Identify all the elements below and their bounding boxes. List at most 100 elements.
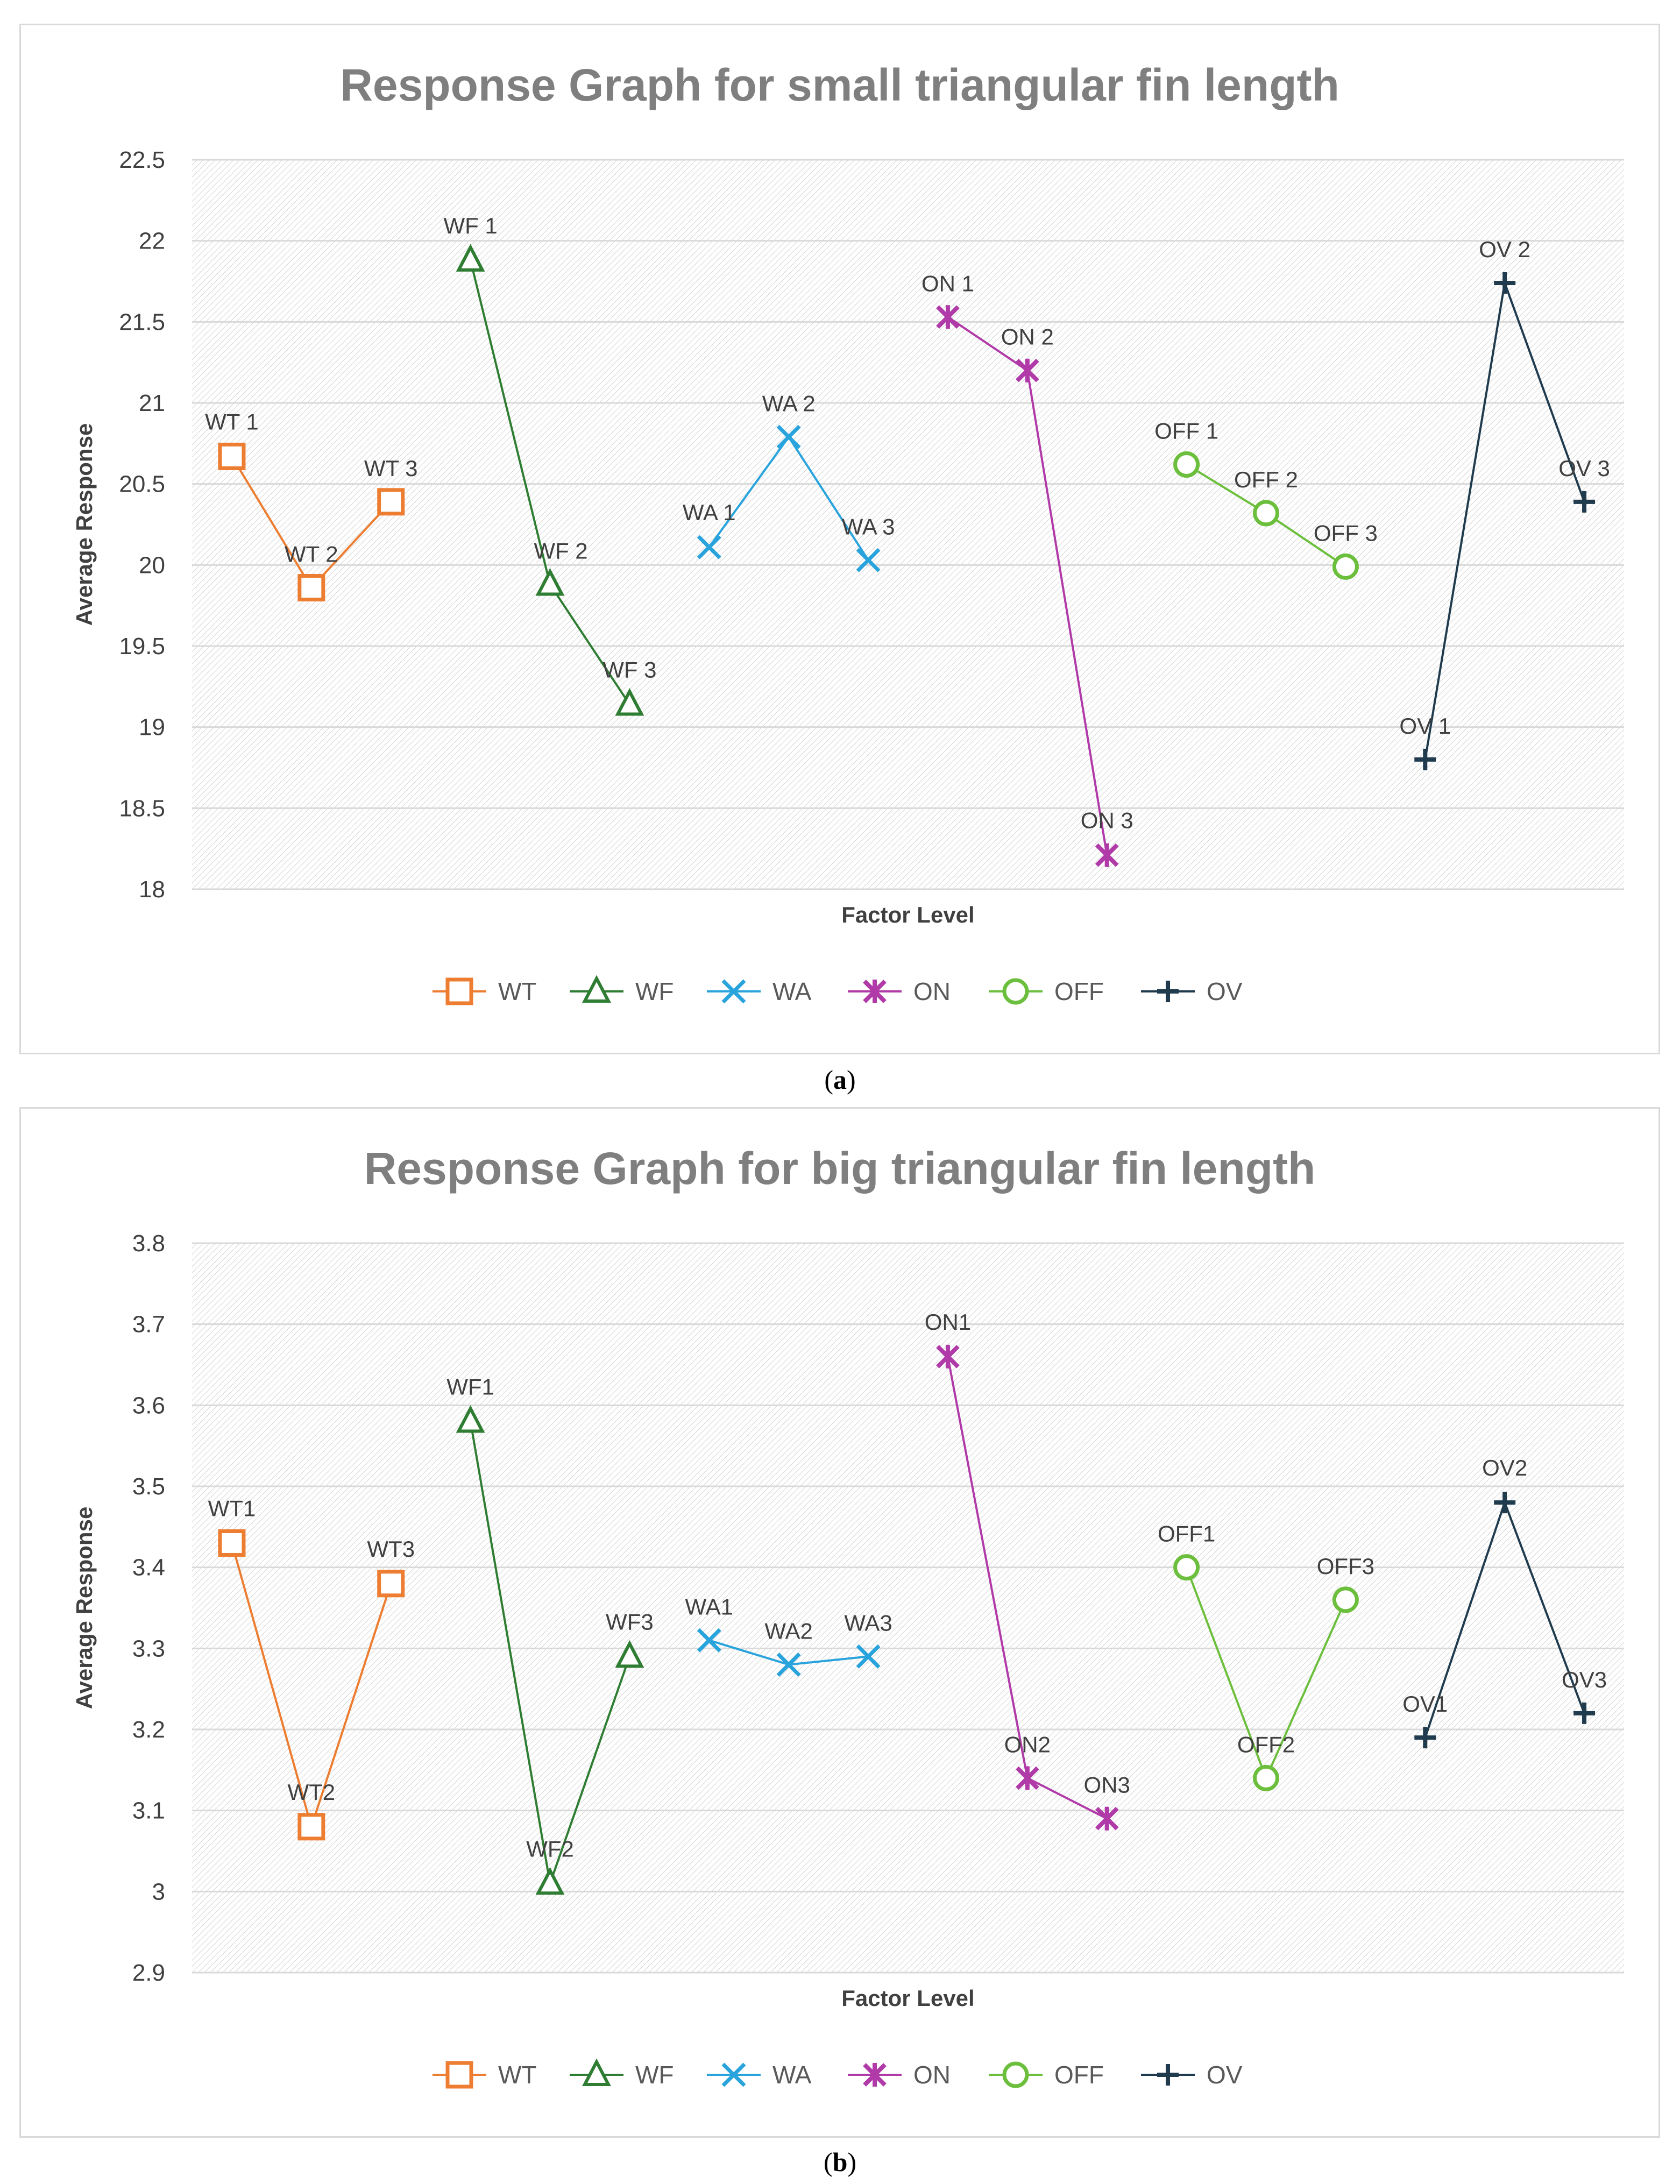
data-label: ON 1 (921, 271, 974, 296)
data-label: WF 2 (534, 538, 587, 563)
data-label: WT3 (367, 1536, 415, 1562)
data-label: OFF2 (1237, 1732, 1295, 1757)
legend-marker (863, 980, 887, 1003)
data-label: ON1 (925, 1309, 971, 1335)
y-axis-title: Average Response (72, 423, 97, 626)
legend-item-ov: OV (1141, 977, 1243, 1005)
data-point-off (1253, 500, 1279, 527)
legend: WT WF WA ON OFF OV (433, 2058, 1243, 2089)
data-point-wa (776, 1652, 801, 1677)
data-point-ov (1414, 1727, 1436, 1749)
y-tick-label: 22.5 (119, 147, 165, 173)
data-point-off (1173, 451, 1200, 478)
data-label: OV3 (1562, 1667, 1607, 1692)
y-axis-title: Average Response (72, 1507, 97, 1710)
data-label: ON2 (1004, 1732, 1051, 1757)
y-tick-label: 2.9 (132, 1960, 165, 1986)
data-point-wa (697, 535, 721, 559)
data-label: WF3 (606, 1609, 654, 1634)
legend-item-on: ON (848, 977, 951, 1005)
data-label: WT1 (208, 1495, 256, 1521)
legend-item-off: OFF (989, 977, 1104, 1005)
data-point-wa (856, 1644, 881, 1669)
data-point-wt (297, 574, 325, 602)
chart-svg-a: Response Graph for small triangular fin … (72, 60, 1624, 1005)
data-label: OV 1 (1399, 713, 1451, 739)
caption-b-letter: b (832, 2147, 848, 2177)
legend-marker (582, 975, 611, 1003)
legend-item-wf: WF (570, 2058, 674, 2089)
data-point-on (936, 1344, 960, 1368)
data-point-wf (535, 568, 565, 596)
data-point-wt (218, 442, 246, 470)
series-wa: WA1 WA2 WA3 (685, 1594, 892, 1677)
data-label: OFF 2 (1234, 467, 1298, 492)
chart-svg-b: Response Graph for big triangular fin le… (72, 1143, 1624, 2089)
caption-a-letter: a (833, 1065, 847, 1095)
legend-marker (721, 2062, 746, 2087)
y-tick-label: 20.5 (119, 471, 165, 498)
series-off: OFF1 OFF2 OFF3 (1158, 1521, 1374, 1791)
data-point-wf (615, 1640, 644, 1668)
y-tick-label: 3.2 (132, 1717, 165, 1743)
chart-panel-a: Response Graph for small triangular fin … (19, 24, 1660, 1054)
caption-a: (a) (824, 1065, 856, 1095)
data-point-off (1332, 1586, 1359, 1613)
data-label: OV2 (1482, 1455, 1527, 1480)
data-label: WA 2 (762, 391, 816, 416)
y-tick-label: 19.5 (119, 633, 165, 660)
data-point-on (1095, 1806, 1119, 1831)
legend-marker (1157, 981, 1179, 1002)
legend-marker (1002, 978, 1029, 1005)
series-on: ON1 ON2 ON3 (925, 1309, 1130, 1831)
legend-marker (582, 2058, 611, 2086)
data-label: WF1 (446, 1374, 494, 1399)
data-point-ov (1573, 491, 1596, 513)
data-point-wf (456, 244, 485, 272)
y-tick-label: 22 (139, 228, 165, 254)
series-wf: WF1 WF2 WF3 (446, 1374, 654, 1895)
y-tick-label: 3 (152, 1878, 165, 1905)
data-label: OV 3 (1558, 456, 1610, 481)
legend-label: OFF (1054, 977, 1104, 1005)
data-point-wt (377, 1570, 405, 1598)
legend-label: WF (635, 2061, 674, 2089)
data-point-wf (456, 1405, 485, 1433)
data-label: WF2 (526, 1836, 574, 1861)
legend-marker (445, 977, 473, 1005)
legend-label: WA (772, 977, 812, 1005)
legend-marker (445, 2061, 473, 2089)
legend-item-wt: WT (433, 2061, 537, 2089)
series-off: OFF 1 OFF 2 OFF 3 (1154, 419, 1378, 580)
legend-item-wf: WF (570, 975, 674, 1005)
legend-label: WT (498, 977, 537, 1005)
data-label: WA2 (764, 1618, 812, 1643)
series-ov: OV1 OV2 OV3 (1402, 1455, 1607, 1749)
y-tick-label: 3.5 (132, 1473, 165, 1500)
data-point-wt (377, 488, 405, 516)
chart-title: Response Graph for big triangular fin le… (364, 1143, 1316, 1194)
legend-label: ON (913, 977, 951, 1005)
data-label: ON 3 (1081, 808, 1133, 833)
data-point-off (1332, 553, 1359, 580)
data-point-on (936, 305, 960, 329)
legend-label: WF (635, 977, 674, 1005)
data-point-wa (697, 1628, 721, 1653)
legend-marker (1002, 2061, 1029, 2088)
data-label: ON 2 (1001, 324, 1054, 350)
data-label: WF 1 (443, 213, 497, 238)
y-tick-label: 21.5 (119, 309, 165, 335)
series-wa: WA 1 WA 2 WA 3 (683, 391, 895, 572)
data-point-on (1016, 358, 1039, 382)
legend-label: ON (913, 2061, 951, 2089)
legend-item-wa: WA (707, 977, 812, 1005)
data-point-wf (615, 688, 644, 716)
data-label: OFF1 (1158, 1521, 1215, 1547)
legend-label: OV (1207, 2061, 1243, 2089)
y-tick-label: 3.7 (132, 1311, 165, 1338)
data-label: ON3 (1084, 1772, 1130, 1798)
data-label: WT 2 (285, 542, 338, 567)
y-tick-label: 20 (139, 552, 165, 578)
data-label: OFF 1 (1154, 419, 1218, 444)
data-label: OV 2 (1479, 237, 1530, 262)
